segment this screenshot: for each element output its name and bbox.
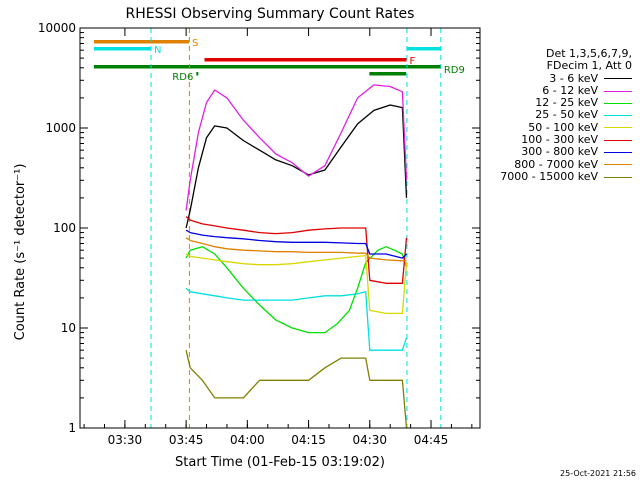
legend-entry: 3 - 6 keV — [482, 71, 632, 85]
legend-swatch — [604, 115, 632, 117]
legend-swatch — [604, 102, 632, 104]
series-line-2 — [185, 84, 408, 211]
legend-entry-label: 25 - 50 keV — [535, 108, 598, 122]
x-tick-label: 04:15 — [291, 433, 326, 447]
flag-label: S — [192, 38, 198, 49]
legend-entry-label: 50 - 100 keV — [528, 120, 598, 134]
flag-bar — [93, 40, 189, 44]
flag-bar — [369, 72, 407, 76]
flag-bars: S N F RD9 RD6 — [93, 38, 465, 83]
legend-entry: 800 - 7000 keV — [482, 157, 632, 171]
legend-entry: 300 - 800 keV — [482, 146, 632, 158]
y-axis-label: Count Rate (s⁻¹ detector⁻¹) — [13, 164, 28, 341]
legend-entry: 7000 - 15000 keV — [482, 169, 632, 183]
legend-swatch — [604, 127, 632, 129]
x-axis-ticks: 03:30 03:45 04:00 04:15 04:30 04:45 — [83, 28, 473, 447]
legend-entry-label: 300 - 800 keV — [521, 145, 598, 159]
generated-timestamp: 25-Oct-2021 21:56 — [560, 469, 636, 478]
series-line-5 — [185, 253, 408, 315]
legend-entry: 25 - 50 keV — [482, 109, 632, 121]
flag-label: RD6 — [172, 72, 193, 83]
y-tick-label: 1000 — [45, 121, 76, 135]
series-layer — [185, 84, 408, 429]
legend: Det 1,3,5,6,7,9, FDecim 1, Att 0 3 - 6 k… — [482, 47, 632, 184]
legend-entry-label: 3 - 6 keV — [549, 71, 598, 85]
series-line-4 — [185, 287, 408, 351]
flag-bar — [93, 65, 441, 69]
flag-vertical-lines — [150, 28, 442, 428]
x-tick-label: 04:30 — [352, 433, 387, 447]
y-tick-label: 100 — [53, 221, 76, 235]
legend-swatch — [604, 78, 632, 80]
legend-entry-label: 7000 - 15000 keV — [500, 169, 598, 183]
flag-label: RD9 — [444, 65, 465, 76]
legend-entry: 50 - 100 keV — [482, 120, 632, 134]
series-line-1 — [185, 104, 408, 229]
legend-entry: 6 - 12 keV — [482, 83, 632, 97]
legend-entry-label: 12 - 25 keV — [535, 96, 598, 110]
series-line-8 — [185, 237, 407, 262]
y-tick-label: 1 — [68, 421, 76, 435]
legend-swatch — [604, 139, 632, 141]
flag-label: N — [154, 45, 161, 56]
legend-header-line-2: FDecim 1, Att 0 — [546, 59, 632, 73]
legend-entry: 100 - 300 keV — [482, 133, 632, 147]
series-line-7 — [185, 229, 407, 259]
series-line-9 — [185, 350, 408, 429]
series-line-6 — [185, 216, 408, 284]
y-tick-label: 10000 — [38, 21, 76, 35]
legend-entry: 12 - 25 keV — [482, 96, 632, 110]
flag-bar — [196, 72, 199, 76]
legend-entry-label: 800 - 7000 keV — [514, 157, 598, 171]
legend-entry-label: 100 - 300 keV — [521, 133, 598, 147]
x-tick-label: 03:30 — [108, 433, 143, 447]
plot-frame — [79, 27, 481, 429]
legend-swatch — [604, 164, 632, 166]
legend-entries: 3 - 6 keV 6 - 12 keV 12 - 25 keV 25 - 50 ke… — [482, 71, 632, 184]
y-axis-ticks: 1 10 100 1000 10000 — [38, 21, 480, 435]
legend-swatch — [604, 152, 632, 154]
x-axis-label: Start Time (01-Feb-15 03:19:02) — [175, 455, 385, 470]
flag-bar — [93, 47, 152, 51]
legend-entry-label: 6 - 12 keV — [542, 83, 598, 97]
chart-title: RHESSI Observing Summary Count Rates — [126, 6, 415, 22]
legend-header-line-1: Det 1,3,5,6,7,9, — [545, 47, 632, 60]
legend-swatch — [604, 176, 632, 178]
series-line-3 — [185, 246, 408, 334]
flag-label: F — [410, 56, 416, 67]
y-tick-label: 10 — [61, 321, 76, 335]
legend-swatch — [604, 90, 632, 92]
flag-bar — [204, 58, 407, 62]
x-tick-label: 04:45 — [414, 433, 449, 447]
flag-bar — [406, 47, 441, 51]
x-tick-label: 04:00 — [230, 433, 265, 447]
x-tick-label: 03:45 — [169, 433, 204, 447]
